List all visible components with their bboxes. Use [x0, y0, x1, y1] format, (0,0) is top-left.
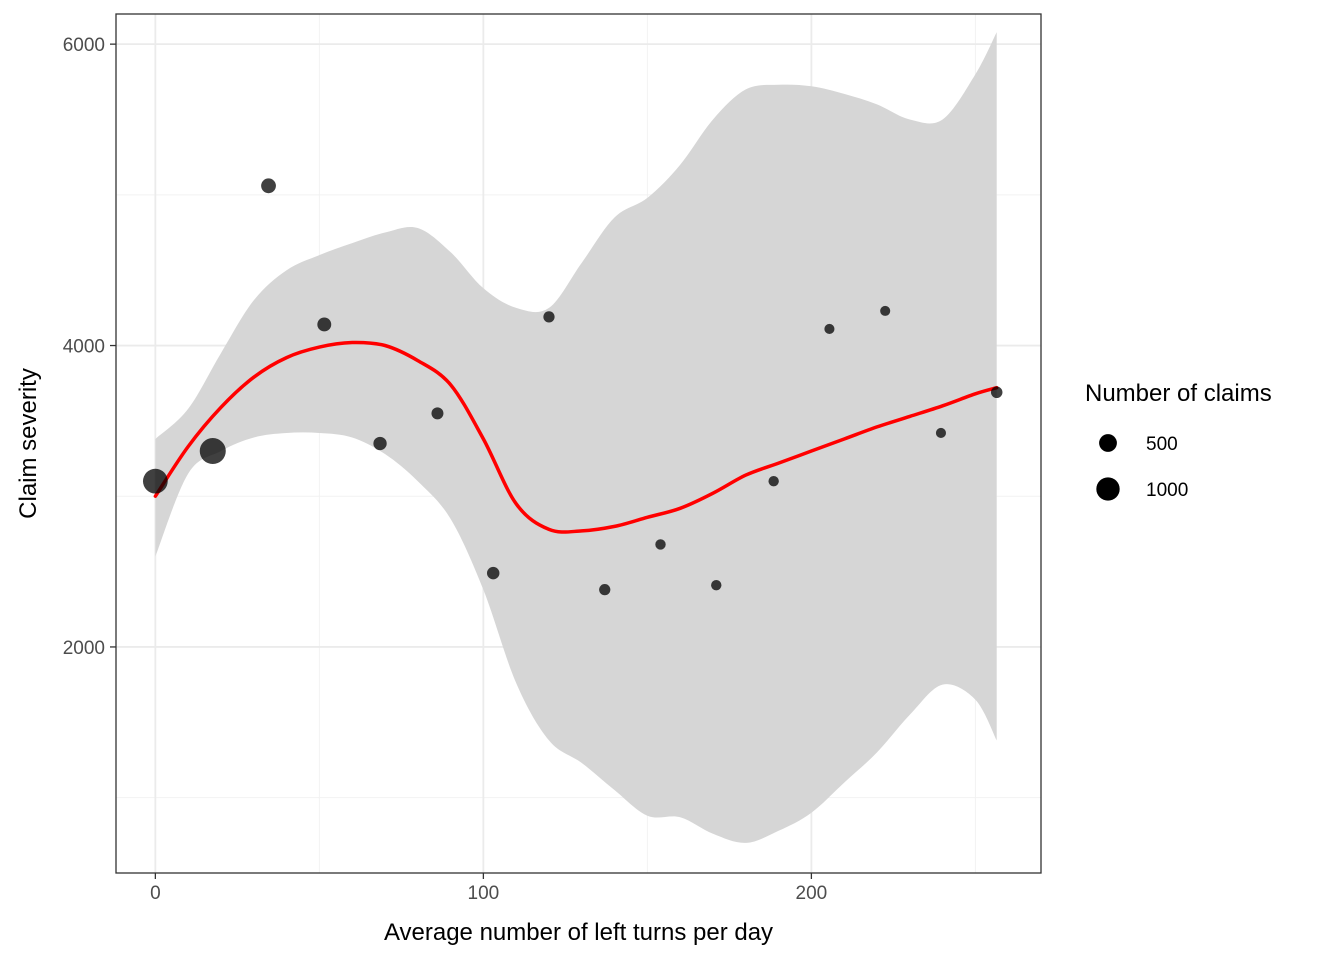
- data-point: [711, 579, 722, 591]
- data-point: [768, 475, 779, 487]
- legend-key-1000: [1096, 477, 1120, 501]
- x-tick-label: 200: [796, 883, 828, 904]
- smooth-line-layer: [153, 340, 999, 534]
- legend-key-500: [1099, 434, 1117, 452]
- axes: 0 100 200 2000 4000 6000: [63, 35, 828, 904]
- data-point: [486, 566, 500, 580]
- data-point: [142, 468, 168, 494]
- data-point: [990, 386, 1003, 399]
- confidence-band: [155, 32, 997, 843]
- x-tick-label: 0: [150, 883, 161, 904]
- data-point: [880, 305, 891, 316]
- legend-label-500: 500: [1146, 434, 1178, 455]
- y-tick-label: 2000: [63, 638, 105, 659]
- smooth-trend-line: [153, 340, 999, 534]
- data-point: [431, 407, 444, 420]
- x-tick-label: 100: [468, 883, 500, 904]
- data-point: [935, 427, 947, 438]
- data-point: [317, 317, 332, 332]
- y-axis-title: Claim severity: [15, 368, 42, 519]
- confidence-band-area: [155, 32, 997, 843]
- data-point: [824, 323, 835, 335]
- legend-label-1000: 1000: [1146, 480, 1188, 501]
- y-tick-label: 6000: [63, 35, 105, 56]
- legend: Number of claims 500 1000: [1085, 380, 1272, 501]
- data-point: [655, 539, 666, 550]
- data-point: [373, 436, 387, 451]
- data-point: [199, 438, 226, 465]
- data-points: [142, 178, 1003, 596]
- panel-border: [115, 13, 1042, 874]
- data-point: [599, 584, 611, 596]
- legend-title: Number of claims: [1085, 380, 1272, 407]
- y-tick-label: 4000: [63, 337, 105, 358]
- x-axis-title: Average number of left turns per day: [384, 919, 773, 946]
- data-point: [543, 311, 555, 323]
- data-point: [261, 178, 276, 194]
